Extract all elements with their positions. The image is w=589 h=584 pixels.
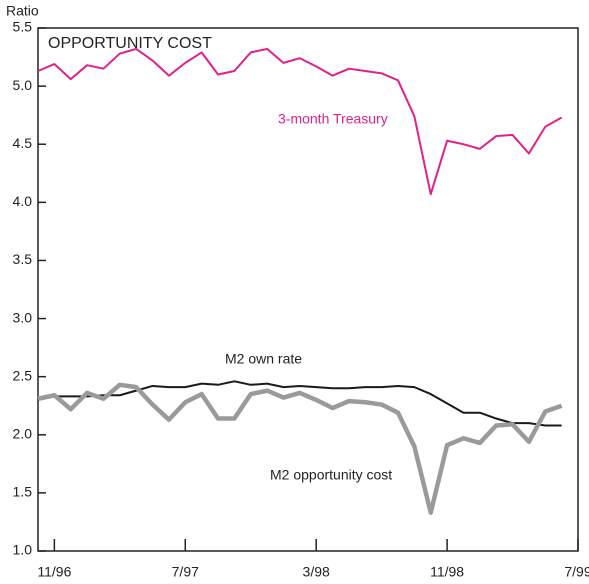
y-tick-label: 1.5	[13, 484, 33, 500]
y-tick-label: 5.5	[13, 19, 33, 35]
x-tick-label: 3/98	[303, 564, 330, 580]
y-tick-label: 5.0	[13, 77, 33, 93]
plot-frame	[37, 27, 579, 552]
series-line	[37, 47, 563, 196]
y-tick-label: 4.0	[13, 193, 33, 209]
y-tick-label: 2.0	[13, 425, 33, 441]
series-label: M2 own rate	[225, 351, 302, 367]
series-label: 3-month Treasury	[278, 111, 388, 127]
y-tick-label: 4.5	[13, 135, 33, 151]
y-tick-label: 2.5	[13, 367, 33, 383]
series-line	[37, 382, 563, 515]
x-tick-label: 7/99	[564, 564, 589, 580]
series-label: M2 opportunity cost	[270, 467, 392, 483]
y-tick-label: 3.0	[13, 309, 33, 325]
x-tick-label: 11/98	[430, 564, 464, 580]
series-line	[37, 380, 562, 427]
chart-title: OPPORTUNITY COST	[48, 35, 212, 52]
x-tick-label: 11/96	[37, 564, 71, 580]
x-tick-label: 7/97	[172, 564, 199, 580]
y-tick-label: 3.5	[13, 251, 33, 267]
y-tick-label: 1.0	[13, 542, 33, 558]
y-axis-label: Ratio	[6, 3, 39, 19]
